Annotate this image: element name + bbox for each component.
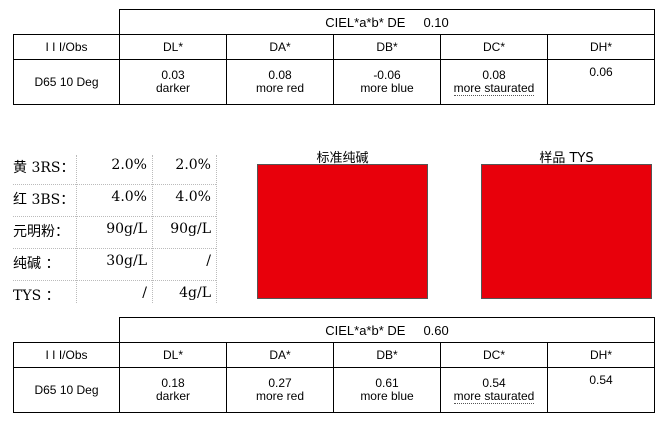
color-difference-table-standard: CIEL*a*b* DE 0.10 I I I/Obs DL* DA* DB* D…: [13, 9, 655, 105]
standard-amount: 2.0%: [111, 157, 147, 173]
db-desc: more blue: [360, 389, 414, 403]
de-title-label: CIEL*a*b* DE: [325, 14, 406, 30]
sample-amount: 90g/L: [170, 221, 211, 237]
header-dc: DC*: [440, 34, 548, 60]
dc-value: 0.54: [482, 376, 506, 390]
header-illuminant: I I I/Obs: [13, 34, 120, 60]
recipe-row-red: 红 3BS： 4.0% 4.0%: [13, 185, 216, 217]
sample-amount: 4.0%: [175, 189, 211, 205]
sample-amount: /: [206, 253, 211, 269]
color-difference-table-sample: CIEL*a*b* DE 0.60 I I I/Obs DL* DA* DB* D…: [13, 317, 655, 413]
cell-dc: 0.08 more staurated: [440, 59, 548, 105]
header-db: DB*: [333, 34, 441, 60]
recipe-grid: 黄 3RS： 2.0% 2.0% 红 3BS： 4.0% 4.0% 元明粉： 9…: [13, 153, 216, 312]
dc-value: 0.08: [482, 68, 506, 82]
table-corner: [13, 9, 120, 35]
header-illuminant: I I I/Obs: [13, 342, 120, 368]
db-value: 0.61: [375, 376, 399, 390]
table-corner: [13, 317, 120, 343]
dye-name: 元明粉：: [13, 224, 69, 240]
standard-swatch-label: 标准纯碱: [316, 151, 369, 166]
sample-amount: 4g/L: [179, 285, 211, 301]
dl-value: 0.03: [161, 68, 185, 82]
dye-name: TYS ：: [13, 288, 60, 304]
dl-desc: darker: [155, 81, 190, 95]
cell-db: 0.61 more blue: [333, 367, 441, 413]
cell-dl: 0.18 darker: [119, 367, 227, 413]
de-title: CIEL*a*b* DE 0.60: [119, 317, 655, 343]
header-dl: DL*: [119, 34, 227, 60]
de-title-label: CIEL*a*b* DE: [325, 322, 406, 338]
header-dc: DC*: [440, 342, 548, 368]
standard-amount: /: [142, 285, 147, 301]
recipe-row-tys: TYS ： / 4g/L: [13, 281, 216, 312]
header-dh: DH*: [547, 34, 655, 60]
recipe-row-sodium-sulfate: 元明粉： 90g/L 90g/L: [13, 217, 216, 249]
standard-amount: 30g/L: [106, 253, 147, 269]
db-desc: more blue: [360, 81, 414, 95]
grid-divider: [216, 155, 217, 303]
recipe-row-yellow: 黄 3RS： 2.0% 2.0%: [13, 153, 216, 185]
header-da: DA*: [226, 34, 334, 60]
da-value: 0.08: [268, 68, 292, 82]
dc-desc: more staurated: [453, 81, 535, 96]
table-row: D65 10 Deg 0.18 darker 0.27 more red 0.61 m…: [13, 367, 655, 413]
db-value: -0.06: [373, 68, 401, 82]
recipe-row-soda-ash: 纯碱 ： 30g/L /: [13, 249, 216, 281]
header-dh: DH*: [547, 342, 655, 368]
de-title: CIEL*a*b* DE 0.10: [119, 9, 655, 35]
row-illuminant: D65 10 Deg: [13, 59, 120, 105]
grid-divider: [152, 155, 153, 303]
cell-dh: 0.54: [547, 367, 655, 413]
dl-desc: darker: [155, 389, 190, 403]
dc-desc: more staurated: [453, 389, 535, 404]
dye-name: 纯碱 ：: [13, 256, 60, 272]
standard-amount: 4.0%: [111, 189, 147, 205]
sample-amount: 2.0%: [175, 157, 211, 173]
dh-value: 0.06: [589, 65, 613, 79]
sample-swatch-label: 样品 TYS: [539, 151, 594, 166]
table-row: D65 10 Deg 0.03 darker 0.08 more red -0.06…: [13, 59, 655, 105]
header-db: DB*: [333, 342, 441, 368]
de-total-value: 0.10: [423, 14, 449, 30]
standard-amount: 90g/L: [106, 221, 147, 237]
da-value: 0.27: [268, 376, 292, 390]
cell-da: 0.27 more red: [226, 367, 334, 413]
row-illuminant: D65 10 Deg: [13, 367, 120, 413]
dye-name: 红 3BS：: [13, 192, 75, 208]
da-desc: more red: [255, 389, 305, 403]
de-total-value: 0.60: [423, 322, 449, 338]
sample-color-swatch: [481, 164, 652, 299]
cell-db: -0.06 more blue: [333, 59, 441, 105]
cell-dl: 0.03 darker: [119, 59, 227, 105]
dl-value: 0.18: [161, 376, 185, 390]
cell-dh: 0.06: [547, 59, 655, 105]
dh-value: 0.54: [589, 373, 613, 387]
grid-divider: [76, 155, 77, 303]
header-dl: DL*: [119, 342, 227, 368]
cell-da: 0.08 more red: [226, 59, 334, 105]
da-desc: more red: [255, 81, 305, 95]
dye-name: 黄 3RS：: [13, 160, 75, 176]
header-da: DA*: [226, 342, 334, 368]
cell-dc: 0.54 more staurated: [440, 367, 548, 413]
standard-color-swatch: [257, 164, 428, 299]
